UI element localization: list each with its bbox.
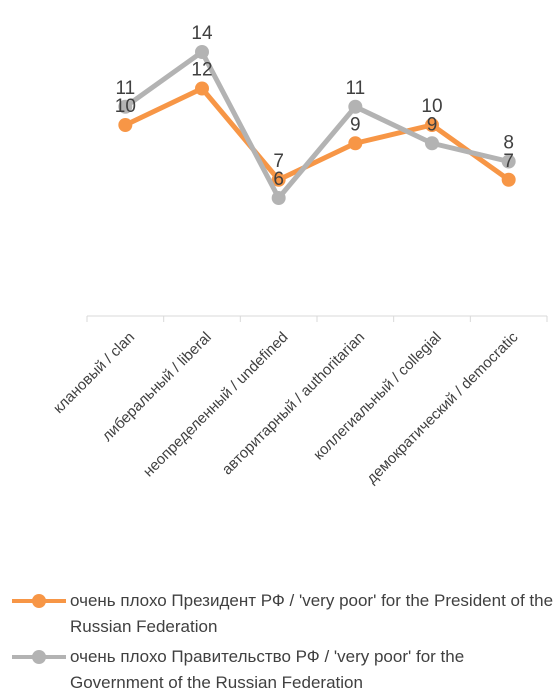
data-point-s0-4 — [425, 118, 439, 132]
data-point-s1-5 — [501, 154, 516, 169]
legend-marker-government — [12, 650, 66, 664]
data-point-s1-1 — [195, 45, 209, 59]
category-label-5: демократический / democratic — [363, 328, 522, 487]
data-label-s0-0: 10 — [115, 96, 136, 117]
category-label-4: коллегиальный / collegial — [310, 329, 445, 464]
legend-label-president: очень плохо Президент РФ / 'very poor' f… — [70, 591, 554, 636]
data-label-s1-3: 11 — [345, 78, 365, 99]
series-line-1 — [123, 49, 510, 201]
data-label-s1-0: 11 — [115, 78, 135, 99]
data-label-s0-4: 10 — [421, 96, 442, 117]
data-point-s1-0 — [118, 99, 133, 114]
category-label-2: неопределенный / undefined — [140, 329, 292, 481]
data-label-s1-4: 9 — [427, 114, 438, 135]
data-label-s0-1: 12 — [191, 60, 212, 81]
x-axis-ticks — [86, 316, 548, 322]
series-layer — [118, 45, 516, 205]
data-point-s0-5 — [501, 172, 516, 187]
data-point-s1-2 — [271, 191, 286, 205]
data-label-s1-2: 6 — [273, 169, 284, 190]
legend: очень плохо Президент РФ / 'very poor' f… — [0, 588, 560, 700]
data-point-s1-4 — [425, 136, 439, 151]
category-label-3: авторитарный / authoritarian — [219, 329, 369, 479]
data-label-s1-1: 14 — [191, 23, 213, 44]
data-point-s0-1 — [195, 81, 209, 96]
legend-item-government: очень плохо Правительство РФ / 'very poo… — [0, 644, 560, 696]
data-label-s0-5: 7 — [503, 151, 514, 172]
data-label-s0-3: 9 — [350, 114, 361, 135]
data-point-s0-3 — [348, 136, 363, 151]
category-label-0: клановый / clan — [50, 329, 138, 417]
data-label-s1-5: 8 — [503, 133, 514, 154]
data-point-s1-3 — [348, 99, 363, 114]
legend-marker-president — [12, 594, 66, 608]
series-line-0 — [124, 86, 511, 183]
legend-item-president: очень плохо Президент РФ / 'very poor' f… — [0, 588, 560, 640]
data-point-s0-2 — [271, 172, 286, 187]
legend-label-government: очень плохо Правительство РФ / 'very poo… — [70, 647, 465, 692]
data-label-s0-2: 7 — [273, 151, 284, 172]
data-point-s0-0 — [118, 118, 133, 132]
